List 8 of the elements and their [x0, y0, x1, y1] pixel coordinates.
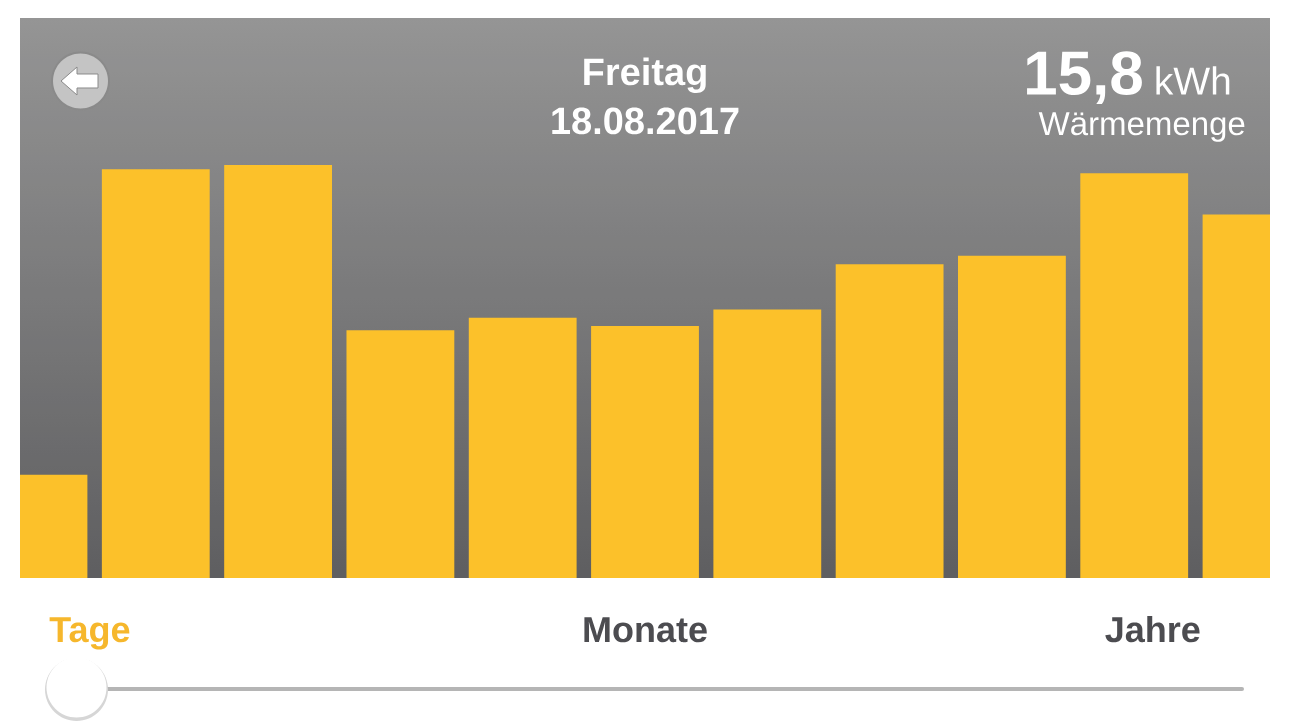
- text: Jahre: [1105, 615, 1200, 643]
- text: Wärmemenge: [1038, 112, 1245, 142]
- text: Monate: [584, 617, 707, 643]
- chart-subtitle: 18.08.2017: [552, 107, 739, 135]
- text: kWh: [1156, 66, 1230, 95]
- text: Tage: [49, 617, 130, 650]
- chart-title: Freitag: [584, 57, 706, 94]
- text: 15,8: [1027, 51, 1142, 105]
